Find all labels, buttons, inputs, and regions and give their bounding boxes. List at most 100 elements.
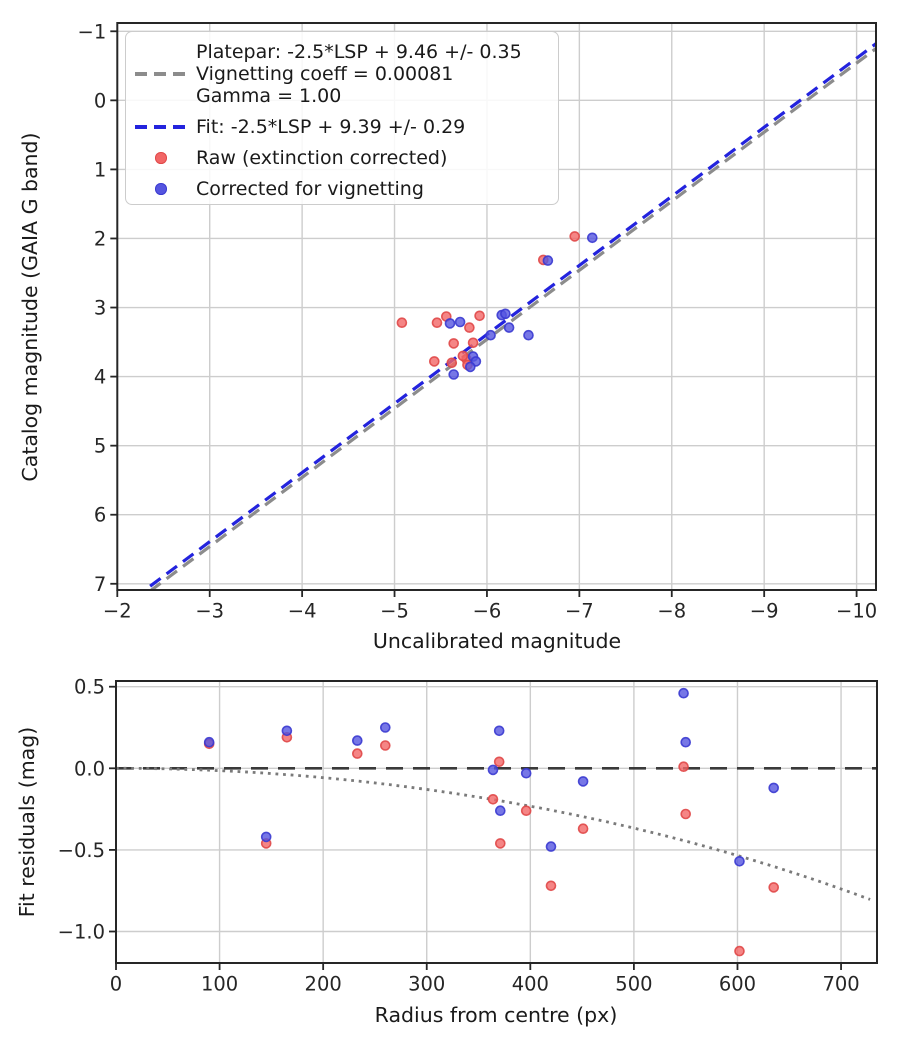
raw-point bbox=[396, 317, 408, 329]
plot-spines bbox=[115, 680, 878, 964]
x-tick-label: 400 bbox=[512, 973, 549, 996]
corrected-point bbox=[379, 722, 391, 733]
raw-dot-icon bbox=[126, 152, 196, 164]
corrected-point bbox=[448, 369, 460, 380]
x-tick-label: 0 bbox=[110, 973, 122, 996]
raw-point bbox=[351, 748, 363, 759]
corrected-point bbox=[503, 322, 515, 333]
raw-point bbox=[569, 231, 581, 242]
raw-points bbox=[396, 231, 581, 371]
y-tick-label: −1 bbox=[78, 20, 107, 43]
corrected-point bbox=[734, 855, 745, 867]
y-tick-label: −0.5 bbox=[58, 839, 105, 862]
corrected-point bbox=[680, 736, 692, 748]
raw-point bbox=[474, 310, 485, 322]
corrected-point bbox=[351, 735, 363, 746]
raw-point bbox=[768, 882, 780, 893]
raw-point bbox=[487, 793, 499, 805]
y-tick-label: 7 bbox=[94, 573, 106, 596]
bottom-plot-y-axis-label: Fit residuals (mag) bbox=[15, 726, 39, 918]
raw-legend-label: Raw (extinction corrected) bbox=[196, 147, 448, 169]
corrected-point bbox=[203, 736, 215, 748]
corrected-point bbox=[485, 329, 496, 341]
x-tick-label: −7 bbox=[565, 600, 594, 623]
fit-line bbox=[142, 42, 877, 590]
corrected-point bbox=[577, 776, 589, 787]
y-tick-label: 1 bbox=[94, 158, 106, 181]
x-tick-label: −3 bbox=[195, 600, 224, 623]
x-tick-label: 500 bbox=[615, 973, 652, 996]
raw-point bbox=[545, 880, 557, 892]
raw-point bbox=[428, 356, 440, 367]
corrected-point bbox=[260, 831, 272, 843]
x-tick-label: −9 bbox=[750, 600, 779, 623]
raw-point bbox=[493, 756, 505, 768]
corrected-point bbox=[678, 687, 689, 699]
x-tick-label: −4 bbox=[288, 600, 317, 623]
raw-point bbox=[431, 317, 443, 329]
corrected-point bbox=[586, 232, 598, 244]
raw-point bbox=[734, 945, 745, 957]
x-tick-label: 100 bbox=[201, 973, 238, 996]
y-tick-label: 2 bbox=[94, 227, 106, 250]
x-tick-label: 600 bbox=[719, 973, 756, 996]
bottom-plot: 0 100 200 300 400 500 600 700 0.5 0.0 −0.5 −1.0 bbox=[58, 676, 878, 996]
corrected-points bbox=[203, 687, 780, 867]
y-tick-label: 0.0 bbox=[74, 757, 105, 780]
y-tick-label: 0 bbox=[94, 89, 106, 112]
raw-point bbox=[678, 761, 689, 773]
platepar-legend-line2: Vignetting coeff = 0.00081 bbox=[196, 63, 454, 85]
top-plot-y-axis-label: Catalog magnitude (GAIA G band) bbox=[18, 132, 42, 482]
x-tick-label: −5 bbox=[380, 600, 409, 623]
x-tick-label: −6 bbox=[473, 600, 502, 623]
fit-legend-label: Fit: -2.5*LSP + 9.39 +/- 0.29 bbox=[196, 116, 466, 138]
raw-point bbox=[457, 350, 469, 362]
corrected-point bbox=[493, 725, 505, 737]
corrected-dot-icon bbox=[126, 183, 196, 195]
tick-labels: 0 100 200 300 400 500 600 700 0.5 0.0 −0.5 −1.0 bbox=[58, 676, 860, 996]
vignetting-model-curve bbox=[116, 766, 871, 901]
corrected-point bbox=[542, 255, 554, 266]
y-tick-label: 4 bbox=[94, 366, 106, 389]
platepar-dash-icon bbox=[126, 72, 196, 76]
tick-marks bbox=[110, 30, 858, 597]
x-tick-label: 200 bbox=[305, 973, 342, 996]
corrected-point bbox=[545, 841, 557, 852]
corrected-point bbox=[281, 725, 293, 737]
raw-point bbox=[577, 823, 589, 835]
y-tick-label: 6 bbox=[94, 504, 106, 527]
raw-point bbox=[494, 838, 506, 849]
platepar-legend-line1: Platepar: -2.5*LSP + 9.46 +/- 0.35 bbox=[196, 41, 522, 63]
corrected-point bbox=[523, 329, 534, 341]
corrected-point bbox=[494, 805, 506, 817]
y-tick-label: 3 bbox=[94, 297, 106, 320]
raw-point bbox=[464, 322, 475, 333]
raw-point bbox=[520, 805, 532, 817]
tick-marks bbox=[109, 685, 842, 970]
x-tick-label: −8 bbox=[657, 600, 686, 623]
corrected-point bbox=[487, 764, 499, 776]
corrected-point bbox=[768, 782, 780, 794]
top-plot-x-axis-label: Uncalibrated magnitude bbox=[372, 629, 622, 653]
corrected-point bbox=[454, 316, 466, 328]
plot-spines bbox=[116, 22, 878, 591]
corrected-point bbox=[500, 308, 511, 320]
x-tick-label: −2 bbox=[103, 600, 132, 623]
corrected-points bbox=[444, 232, 598, 380]
bottom-plot-x-axis-label: Radius from centre (px) bbox=[374, 1003, 618, 1027]
corrected-point bbox=[520, 767, 532, 779]
y-tick-label: 5 bbox=[94, 435, 106, 458]
raw-point bbox=[448, 338, 460, 349]
raw-point bbox=[446, 357, 458, 369]
raw-point bbox=[379, 740, 391, 751]
corrected-point bbox=[444, 318, 456, 329]
y-tick-label: −1.0 bbox=[58, 921, 105, 944]
platepar-legend-label: Platepar: -2.5*LSP + 9.46 +/- 0.35 Vigne… bbox=[196, 41, 550, 107]
x-tick-label: 700 bbox=[822, 973, 859, 996]
legend-box: Platepar: -2.5*LSP + 9.46 +/- 0.35 Vigne… bbox=[125, 31, 559, 205]
x-tick-label: −10 bbox=[836, 600, 877, 623]
platepar-line bbox=[148, 47, 877, 590]
x-tick-label: 300 bbox=[408, 973, 445, 996]
gridlines bbox=[115, 681, 877, 963]
